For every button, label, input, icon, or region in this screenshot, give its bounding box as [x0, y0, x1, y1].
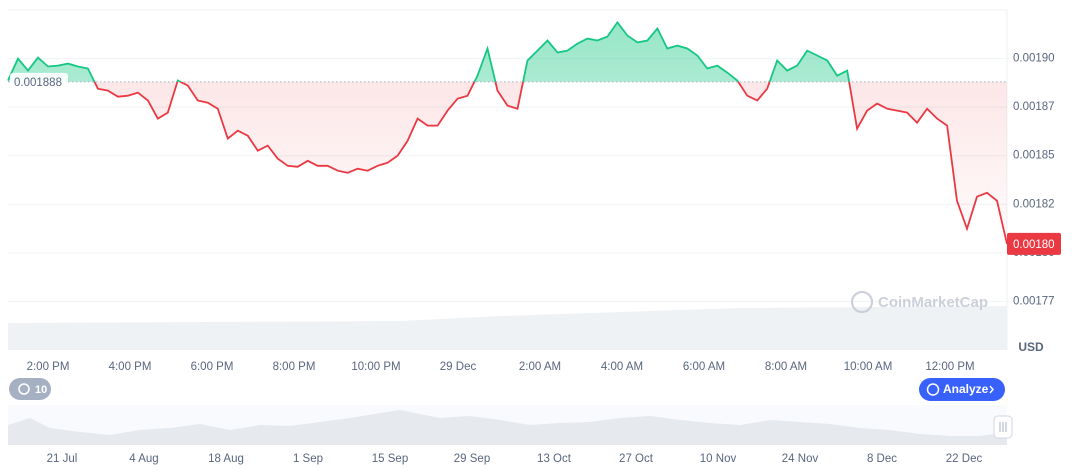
navigator-label: 1 Sep [293, 453, 323, 465]
price-line-down [93, 81, 1008, 245]
y-tick-label: 0.00185 [1013, 150, 1055, 162]
y-tick-label: 0.00177 [1013, 295, 1055, 307]
navigator-label: 4 Aug [129, 453, 158, 465]
x-tick-label: 4:00 AM [601, 361, 643, 373]
x-tick-label: 29 Dec [440, 361, 477, 373]
navigator-label: 29 Sep [454, 453, 490, 465]
watermark-logo [850, 290, 874, 314]
baseline-label: 0.001888 [14, 77, 62, 89]
watermark-text: CoinMarketCap [878, 294, 988, 311]
analyze-button-bg[interactable] [919, 378, 1005, 401]
navigator-label: 27 Oct [619, 453, 654, 465]
navigator-label: 13 Oct [537, 453, 572, 465]
analyze-label[interactable]: Analyze [943, 382, 989, 396]
x-tick-label: 6:00 AM [683, 361, 725, 373]
history-button[interactable]: 10 [9, 378, 51, 400]
grid-layer [8, 9, 1007, 302]
currency-label: USD [1018, 340, 1044, 354]
label-layer: 0.00190 0.00187 0.00185 0.00182 0.00180 0.001… [10, 53, 1061, 465]
navigator-label: 8 Dec [867, 453, 897, 465]
y-tick-label: 0.00182 [1013, 198, 1055, 210]
navigator-label: 10 Nov [700, 453, 737, 465]
area-layer [7, 20, 1008, 245]
navigator-label: 22 Dec [946, 453, 983, 465]
x-tick-label: 6:00 PM [191, 361, 234, 373]
baseline-label-bg [10, 72, 68, 91]
volume-band [8, 306, 1007, 350]
navigator-label: 15 Sep [372, 453, 408, 465]
history-count[interactable]: 10 [35, 384, 47, 396]
area-up [8, 22, 1007, 82]
navigator-handle-grip [999, 422, 1007, 432]
x-tick-label: 10:00 PM [351, 361, 400, 373]
history-button-bg[interactable] [9, 378, 51, 400]
x-tick-label: 2:00 PM [27, 361, 70, 373]
navigator-label: 21 Jul [47, 453, 78, 465]
y-tick-label: 0.00187 [1013, 101, 1055, 113]
analyze-button[interactable]: Analyze [919, 378, 1005, 401]
area-down [94, 81, 1007, 244]
navigator-label: 18 Aug [208, 453, 244, 465]
y-tick-label: 0.00190 [1013, 53, 1055, 65]
navigator-shape [8, 410, 1007, 445]
navigator-label: 24 Nov [782, 453, 819, 465]
analyze-chevron [989, 385, 994, 394]
x-tick-label: 4:00 PM [109, 361, 152, 373]
x-tick-label: 2:00 AM [519, 361, 561, 373]
analyze-icon [926, 383, 940, 396]
x-tick-label: 8:00 AM [765, 361, 807, 373]
last-value-label: 0.00180 [1013, 239, 1055, 251]
x-tick-label: 12:00 PM [925, 361, 974, 373]
history-icon [18, 383, 30, 395]
price-line-up [7, 20, 851, 82]
last-value-tag [1007, 232, 1061, 255]
x-tick-label: 8:00 PM [273, 361, 316, 373]
x-tick-label: 10:00 AM [844, 361, 893, 373]
watermark: CoinMarketCap [850, 290, 988, 314]
